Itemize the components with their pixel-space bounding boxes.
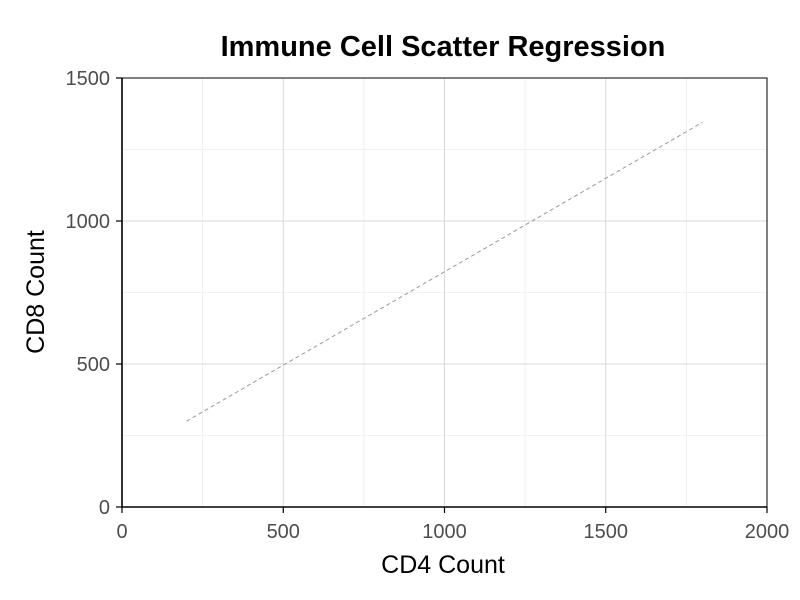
grid	[121, 77, 768, 508]
plot-data	[186, 121, 703, 422]
y-tick-label: 1000	[66, 211, 111, 233]
y-tick-label: 1500	[66, 68, 111, 90]
y-tick-label: 0	[99, 497, 110, 519]
y-axis-label: CD8 Count	[22, 230, 50, 354]
x-tick-label: 1500	[584, 521, 629, 543]
x-axis-label: CD4 Count	[381, 551, 505, 579]
x-tick-label: 0	[116, 521, 127, 543]
x-tick-label: 2000	[745, 521, 790, 543]
chart-title: Immune Cell Scatter Regression	[221, 31, 666, 63]
axes	[116, 77, 768, 513]
regression-line	[186, 121, 703, 422]
x-tick-label: 500	[267, 521, 300, 543]
x-tick-label: 1000	[422, 521, 467, 543]
tick-labels: 0 500 1000 1500 2000 0 500 1000 1500	[66, 68, 790, 543]
y-tick-label: 500	[77, 354, 110, 376]
